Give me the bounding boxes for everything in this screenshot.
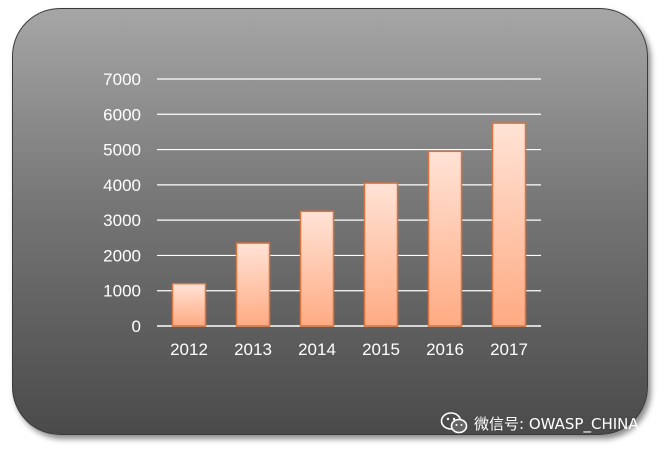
bar-2012 <box>171 282 207 327</box>
gridlines <box>157 78 541 327</box>
bar-2014 <box>299 210 335 327</box>
y-tick-label: 1000 <box>103 282 141 301</box>
x-tick-label: 2017 <box>490 340 528 359</box>
bar-2015 <box>363 182 399 327</box>
y-tick-label: 3000 <box>103 211 141 230</box>
bars <box>171 122 527 327</box>
x-tick-label: 2015 <box>362 340 400 359</box>
y-tick-label: 5000 <box>103 141 141 160</box>
x-tick-label: 2014 <box>298 340 336 359</box>
bar-2013 <box>235 242 271 327</box>
watermark: 微信号: OWASP_CHINA <box>440 411 639 435</box>
y-tick-label: 2000 <box>103 246 141 265</box>
y-tick-label: 4000 <box>103 176 141 195</box>
bar-2016 <box>427 150 463 327</box>
bar-2017 <box>491 122 527 327</box>
wechat-icon <box>440 412 468 434</box>
x-tick-label: 2013 <box>234 340 272 359</box>
x-tick-label: 2012 <box>170 340 208 359</box>
x-axis: 2012 2013 2014 2015 2016 2017 <box>170 340 528 359</box>
y-tick-label: 7000 <box>103 70 141 89</box>
watermark-text: 微信号: OWASP_CHINA <box>474 414 639 433</box>
y-tick-label: 0 <box>132 317 141 336</box>
y-axis: 0 1000 2000 3000 4000 5000 6000 7000 <box>103 70 141 336</box>
x-tick-label: 2016 <box>426 340 464 359</box>
y-tick-label: 6000 <box>103 105 141 124</box>
